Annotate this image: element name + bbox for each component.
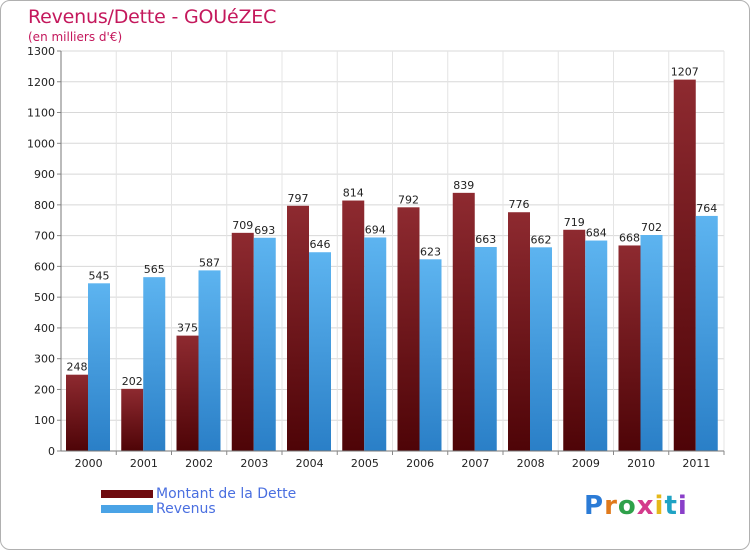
legend-item-dette: Montant de la Dette bbox=[101, 486, 321, 503]
value-label-dette-2011: 1207 bbox=[671, 66, 699, 79]
x-tick-label-2010: 2010 bbox=[627, 457, 655, 470]
x-tick-label-2011: 2011 bbox=[682, 457, 710, 470]
logo-letter: o bbox=[617, 491, 637, 521]
y-tick-label-700: 700 bbox=[34, 230, 55, 243]
value-label-dette-2005: 814 bbox=[343, 187, 364, 200]
chart-subtitle: (en milliers d'€) bbox=[28, 30, 123, 44]
x-tick-label-2007: 2007 bbox=[461, 457, 489, 470]
bar-dette-2011 bbox=[673, 79, 696, 451]
y-tick-label-1000: 1000 bbox=[27, 137, 55, 150]
y-tick-label-200: 200 bbox=[34, 383, 55, 396]
value-label-dette-2000: 248 bbox=[67, 361, 88, 374]
logo-letter: i bbox=[677, 491, 688, 521]
x-tick-label-2008: 2008 bbox=[517, 457, 545, 470]
value-label-revenus-2000: 545 bbox=[89, 269, 110, 282]
grid-lines bbox=[60, 50, 725, 451]
value-label-revenus-2008: 662 bbox=[531, 233, 552, 246]
bar-revenus-2002 bbox=[198, 270, 221, 451]
bar-revenus-2004 bbox=[309, 252, 331, 451]
x-tick-label-2001: 2001 bbox=[130, 457, 158, 470]
x-tick-label-2004: 2004 bbox=[296, 457, 324, 470]
bar-dette-2009 bbox=[563, 229, 586, 451]
value-label-dette-2008: 776 bbox=[509, 198, 530, 211]
bar-dette-2000 bbox=[66, 374, 88, 451]
value-label-revenus-2005: 694 bbox=[365, 223, 386, 236]
legend-label-revenus: Revenus bbox=[156, 501, 216, 517]
value-label-revenus-2007: 663 bbox=[475, 233, 496, 246]
value-label-dette-2004: 797 bbox=[288, 192, 309, 205]
logo-letter: t bbox=[664, 491, 678, 521]
y-tick-label-1300: 1300 bbox=[27, 45, 55, 58]
x-tick-label-2006: 2006 bbox=[406, 457, 434, 470]
bars bbox=[66, 79, 718, 451]
y-tick-label-400: 400 bbox=[34, 322, 55, 335]
bar-revenus-2008 bbox=[530, 247, 552, 451]
y-tick-label-1100: 1100 bbox=[27, 107, 55, 120]
value-label-revenus-2009: 684 bbox=[586, 227, 607, 240]
y-tick-label-800: 800 bbox=[34, 199, 55, 212]
y-tick-label-1200: 1200 bbox=[27, 76, 55, 89]
x-tick-label-2009: 2009 bbox=[572, 457, 600, 470]
value-label-dette-2009: 719 bbox=[564, 216, 585, 229]
chart-title: Revenus/Dette - GOUéZEC bbox=[28, 6, 277, 28]
value-label-dette-2007: 839 bbox=[453, 179, 474, 192]
x-tick-label-2002: 2002 bbox=[185, 457, 213, 470]
bar-revenus-2003 bbox=[253, 237, 276, 451]
bar-revenus-2011 bbox=[695, 215, 718, 451]
y-tick-label-0: 0 bbox=[48, 445, 55, 458]
value-label-dette-2001: 202 bbox=[122, 375, 143, 388]
bar-dette-2005 bbox=[342, 200, 365, 451]
bar-dette-2010 bbox=[618, 245, 641, 451]
y-tick-label-300: 300 bbox=[34, 353, 55, 366]
value-label-revenus-2003: 693 bbox=[254, 224, 275, 237]
bar-revenus-2009 bbox=[585, 240, 608, 451]
value-label-revenus-2002: 587 bbox=[199, 256, 220, 269]
value-label-revenus-2010: 702 bbox=[641, 221, 662, 234]
x-tick-label-2000: 2000 bbox=[75, 457, 103, 470]
bar-dette-2008 bbox=[508, 212, 530, 451]
value-label-dette-2003: 709 bbox=[232, 219, 253, 232]
bar-revenus-2001 bbox=[143, 277, 166, 451]
logo-letter: r bbox=[604, 491, 618, 521]
y-tick-label-900: 900 bbox=[34, 168, 55, 181]
axes: 0 100 200 300 400 500 600 700 800 900 1000 1100 1200… bbox=[27, 45, 725, 470]
logo-letter: P bbox=[584, 491, 605, 521]
value-label-revenus-2011: 764 bbox=[696, 202, 717, 215]
bar-revenus-2005 bbox=[364, 237, 387, 451]
legend-label-dette: Montant de la Dette bbox=[156, 486, 297, 502]
bar-revenus-2007 bbox=[474, 247, 497, 451]
bar-revenus-2000 bbox=[88, 283, 110, 451]
bar-revenus-2006 bbox=[419, 259, 442, 451]
legend-item-revenus: Revenus bbox=[101, 501, 321, 518]
bar-dette-2002 bbox=[176, 335, 199, 451]
bar-dette-2007 bbox=[452, 192, 475, 451]
legend-swatch-revenus bbox=[101, 505, 153, 513]
bar-dette-2004 bbox=[287, 205, 309, 451]
y-tick-label-100: 100 bbox=[34, 414, 55, 427]
value-label-revenus-2001: 565 bbox=[144, 263, 165, 276]
x-tick-label-2005: 2005 bbox=[351, 457, 379, 470]
value-label-revenus-2006: 623 bbox=[420, 245, 441, 258]
bar-dette-2003 bbox=[231, 232, 254, 451]
value-labels: 248 545 202 565 375 587 709 693 797 646 814 694 792 6… bbox=[67, 66, 718, 388]
bar-revenus-2010 bbox=[640, 235, 663, 451]
y-tick-label-600: 600 bbox=[34, 260, 55, 273]
bar-dette-2006 bbox=[397, 207, 420, 451]
value-label-dette-2010: 668 bbox=[619, 231, 640, 244]
x-tick-label-2003: 2003 bbox=[240, 457, 268, 470]
value-label-dette-2002: 375 bbox=[177, 322, 198, 335]
y-tick-label-500: 500 bbox=[34, 291, 55, 304]
proxiti-logo: Proxiti bbox=[584, 491, 688, 521]
legend-swatch-dette bbox=[101, 490, 153, 498]
logo-letter: x bbox=[636, 491, 655, 521]
bar-dette-2001 bbox=[121, 388, 144, 451]
value-label-revenus-2004: 646 bbox=[310, 238, 331, 251]
value-label-dette-2006: 792 bbox=[398, 193, 419, 206]
logo-letter: i bbox=[654, 491, 665, 521]
